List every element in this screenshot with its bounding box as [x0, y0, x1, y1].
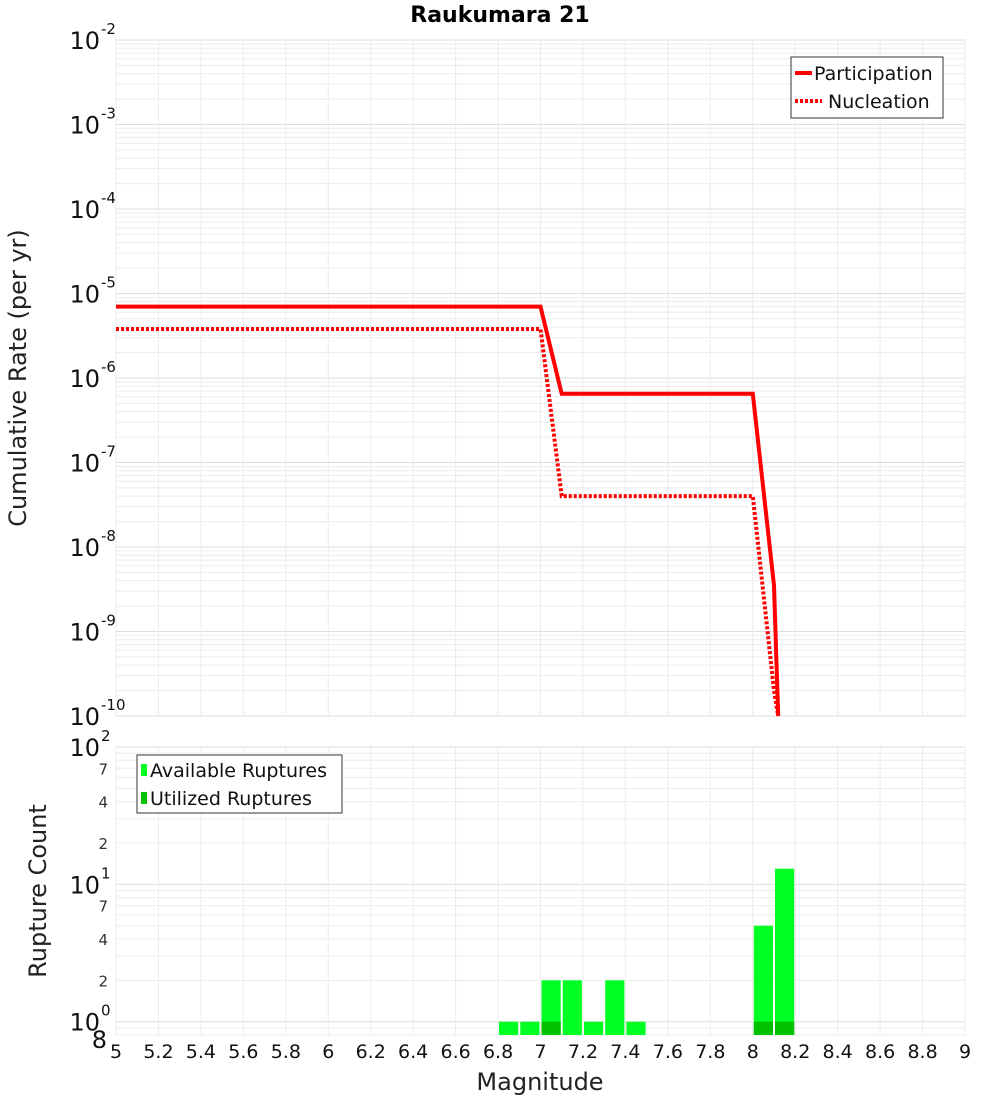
top-y-tick-exponent: -10 — [101, 696, 126, 714]
legend-utilized-label: Utilized Ruptures — [150, 788, 312, 810]
available-ruptures-bar — [626, 1021, 646, 1035]
x-tick-label: 6 — [322, 1041, 334, 1063]
bottom-y-minor-tick-label: 4 — [98, 794, 108, 812]
x-tick-label: 8.6 — [865, 1041, 895, 1063]
bottom-y-tick-exponent: 1 — [101, 864, 111, 882]
top-y-axis-label: Cumulative Rate (per yr) — [4, 229, 32, 527]
available-ruptures-bar — [605, 980, 625, 1035]
x-tick-label: 7 — [534, 1041, 546, 1063]
top-y-tick-base: 10 — [69, 112, 100, 140]
x-tick-label: 7.8 — [695, 1041, 725, 1063]
x-tick-label: 5.2 — [143, 1041, 173, 1063]
bottom-y-minor-tick-label: 8 — [92, 1026, 107, 1054]
available-ruptures-bar — [499, 1021, 519, 1035]
available-ruptures-bar — [520, 1021, 540, 1035]
bottom-legend-box — [136, 754, 343, 814]
top-y-tick-base: 10 — [69, 703, 100, 731]
bottom-y-axis-label: Rupture Count — [24, 804, 52, 978]
legend-available-swatch — [141, 764, 147, 776]
top-legend-box — [790, 56, 944, 119]
bottom-bars — [499, 868, 795, 1035]
x-axis-label: Magnitude — [476, 1068, 603, 1096]
top-y-tick-exponent: -5 — [101, 274, 116, 292]
top-y-tick-exponent: -8 — [101, 527, 116, 545]
x-tick-label: 9 — [959, 1041, 971, 1063]
x-tick-label: 7.6 — [653, 1041, 683, 1063]
available-ruptures-bar — [753, 925, 773, 1035]
top-y-tick-exponent: -4 — [101, 189, 116, 207]
legend-utilized-swatch — [141, 792, 147, 804]
top-series-lines — [116, 304, 781, 717]
x-tick-label: 8.2 — [780, 1041, 810, 1063]
top-y-tick-exponent: -6 — [101, 358, 116, 376]
x-tick-label: 8 — [747, 1041, 759, 1063]
bottom-y-tick-exponent: 0 — [101, 1002, 111, 1020]
x-tick-label: 5.6 — [228, 1041, 258, 1063]
legend-available-label: Available Ruptures — [150, 760, 327, 782]
top-y-tick-exponent: -3 — [101, 105, 116, 123]
x-tick-label: 7.2 — [568, 1041, 598, 1063]
top-legend: Participation Nucleation — [790, 56, 944, 119]
x-tick-label: 5.8 — [271, 1041, 301, 1063]
x-tick-label: 6.8 — [483, 1041, 513, 1063]
legend-participation-label: Participation — [814, 63, 933, 85]
bottom-y-minor-tick-label: 2 — [98, 972, 108, 990]
available-ruptures-bar — [541, 980, 561, 1035]
x-tick-label: 8.8 — [907, 1041, 937, 1063]
utilized-ruptures-bar — [775, 1021, 795, 1035]
top-y-tick-base: 10 — [69, 281, 100, 309]
x-tick-label: 8.4 — [823, 1041, 853, 1063]
top-y-tick-base: 10 — [69, 27, 100, 55]
top-y-tick-base: 10 — [69, 450, 100, 478]
x-tick-label: 5 — [110, 1041, 122, 1063]
x-tick-label: 6.2 — [356, 1041, 386, 1063]
bottom-y-minor-tick-label: 7 — [98, 760, 108, 778]
top-y-tick-exponent: -2 — [101, 20, 116, 38]
top-y-tick-labels: 10-210-310-410-510-610-710-810-910-10 — [69, 20, 125, 731]
available-ruptures-bar — [775, 868, 795, 1035]
top-gridlines — [115, 39, 966, 717]
available-ruptures-bar — [562, 980, 582, 1035]
bottom-y-minor-tick-label: 2 — [98, 835, 108, 853]
bottom-y-tick-base: 10 — [69, 734, 100, 762]
bottom-y-tick-base: 10 — [69, 1009, 100, 1037]
bottom-legend: Available Ruptures Utilized Ruptures — [136, 754, 343, 814]
bottom-y-tick-base: 10 — [69, 871, 100, 899]
x-tick-labels: 5 5.2 5.4 5.6 5.8 6 6.2 6.4 6.6 6.8 7 7.2 7.4 7.6 7.8 8… — [110, 1041, 971, 1063]
utilized-ruptures-bar — [753, 1021, 773, 1035]
top-y-tick-base: 10 — [69, 619, 100, 647]
top-y-tick-exponent: -9 — [101, 612, 116, 630]
top-y-tick-base: 10 — [69, 365, 100, 393]
x-tick-label: 6.4 — [398, 1041, 428, 1063]
x-tick-label: 6.6 — [440, 1041, 470, 1063]
utilized-ruptures-bar — [541, 1021, 561, 1035]
bottom-y-minor-tick-label: 7 — [98, 898, 108, 916]
top-y-tick-base: 10 — [69, 196, 100, 224]
chart-title: Raukumara 21 — [410, 3, 589, 28]
bottom-y-minor-tick-label: 4 — [98, 931, 108, 949]
available-ruptures-bar — [584, 1021, 604, 1035]
bottom-y-tick-exponent: 2 — [101, 727, 111, 745]
top-y-tick-base: 10 — [69, 534, 100, 562]
x-tick-label: 7.4 — [610, 1041, 640, 1063]
x-tick-label: 5.4 — [186, 1041, 216, 1063]
legend-nucleation-label: Nucleation — [828, 91, 930, 113]
top-y-tick-exponent: -7 — [101, 443, 116, 461]
series-line-participation — [116, 304, 781, 717]
